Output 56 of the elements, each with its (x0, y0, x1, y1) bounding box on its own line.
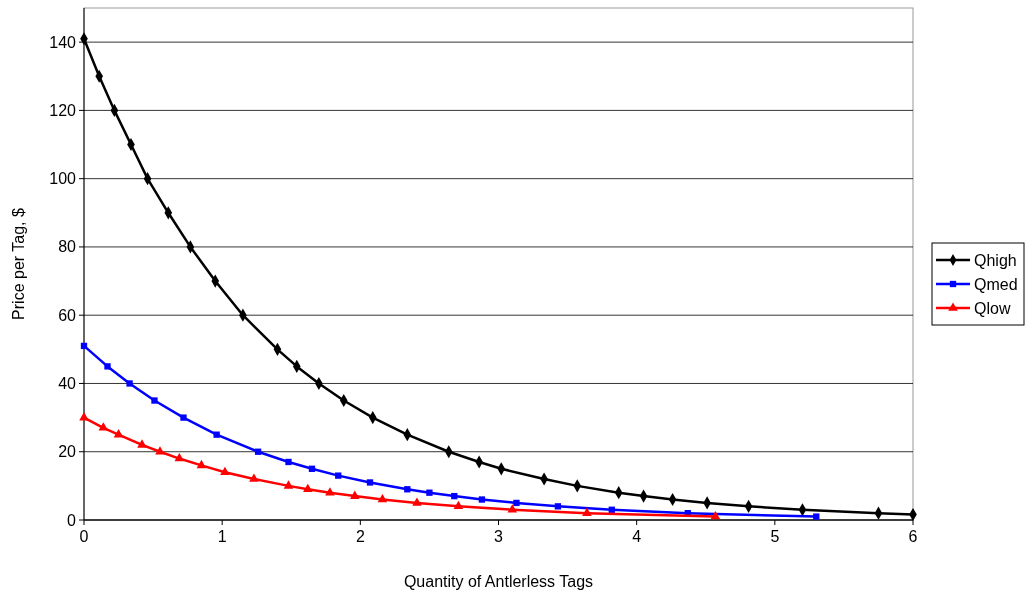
point (377, 493, 388, 503)
point (213, 431, 220, 438)
y-axis-title: Price per Tag, $ (10, 208, 27, 320)
legend-label: Qhigh (974, 251, 1017, 269)
point (710, 511, 721, 520)
point (155, 446, 165, 455)
legend-label: Qlow (974, 299, 1011, 317)
y-tick-label: 120 (49, 101, 77, 119)
point (308, 465, 316, 472)
point (254, 448, 262, 455)
point (451, 492, 458, 500)
x-tick-label: 4 (632, 528, 642, 545)
point (79, 412, 89, 421)
point (126, 380, 133, 387)
point (426, 489, 433, 496)
point (151, 397, 158, 404)
x-axis-title: Quantity of Antlerless Tags (403, 573, 594, 590)
point (404, 486, 411, 493)
point (478, 496, 486, 503)
point (554, 503, 562, 510)
y-tick-label: 100 (49, 170, 77, 188)
x-tick-label: 5 (770, 528, 780, 545)
y-tick-label: 140 (49, 33, 77, 51)
point (412, 497, 422, 506)
y-tick-label: 40 (58, 374, 77, 392)
point (366, 479, 374, 486)
point (220, 466, 230, 475)
y-tick-label: 60 (58, 306, 77, 324)
point (249, 473, 259, 482)
y-tick-label: 20 (58, 443, 77, 461)
point (335, 472, 342, 479)
point (453, 500, 464, 510)
point (513, 499, 520, 507)
point (507, 504, 518, 513)
x-tick-label: 3 (494, 528, 504, 545)
x-tick-label: 2 (355, 528, 365, 545)
point (283, 480, 294, 489)
point (303, 483, 313, 493)
x-tick-label: 0 (79, 528, 89, 545)
point (813, 513, 820, 520)
x-tick-label: 6 (908, 528, 918, 545)
x-tick-label: 1 (217, 528, 227, 545)
y-tick-label: 80 (58, 238, 77, 256)
point (196, 459, 207, 469)
point (608, 506, 615, 513)
point (137, 439, 147, 448)
point (350, 490, 360, 499)
point (174, 453, 185, 462)
point (104, 363, 111, 370)
point (285, 458, 292, 466)
point (113, 429, 124, 438)
point (180, 414, 187, 421)
point (582, 507, 592, 516)
legend-label: Qmed (974, 275, 1018, 293)
y-tick-label: 0 (67, 511, 77, 529)
point (80, 342, 88, 350)
